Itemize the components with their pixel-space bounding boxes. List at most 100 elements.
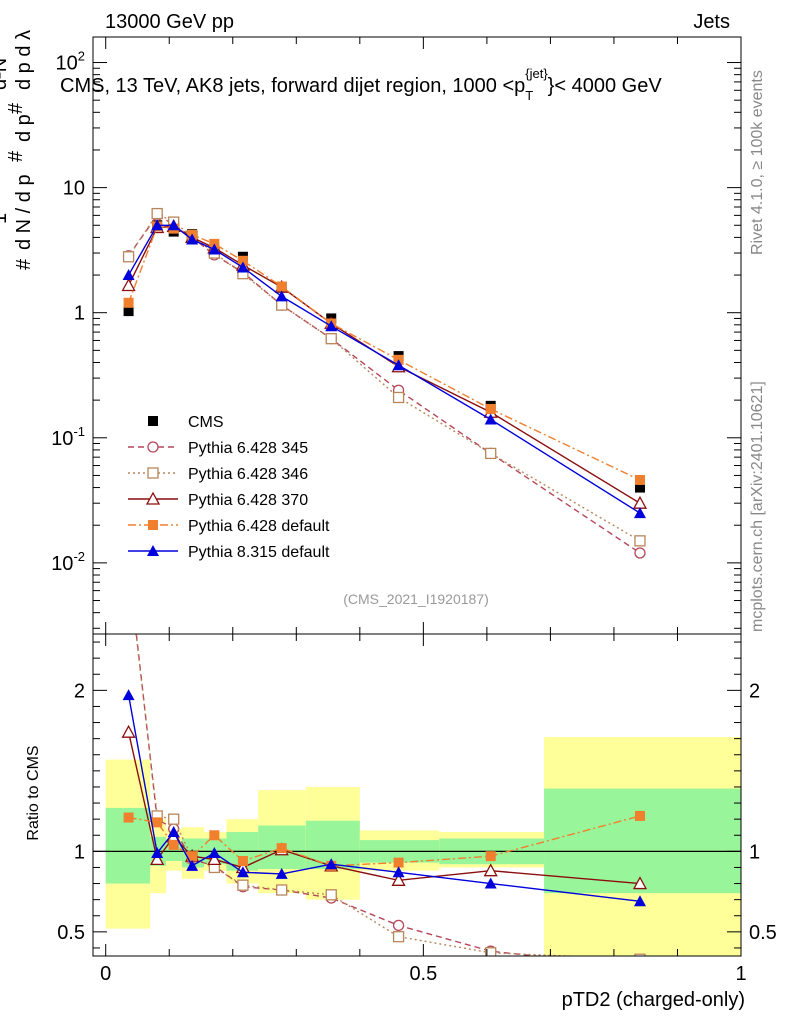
ratio-frame [92,633,742,957]
ratio-series-3-point [209,830,220,841]
ratio-series-1-point [124,565,134,575]
tick-exponent: -2 [73,549,85,564]
series-0-point [634,482,645,493]
ratio-series-1-point [485,947,497,956]
ylabel-frac-1: d N / d p [13,174,35,250]
tick-base: 10 [56,53,78,75]
main-y-tick-label: 1 [74,303,85,325]
ratio-series-3-point [634,810,645,821]
ratio-series-1-point [237,879,249,891]
series-5-point [122,269,135,281]
series-2-point [634,535,646,547]
ratio-series-4-point [275,867,288,879]
ratio-y-tick-label: 1 [74,841,85,863]
ratio-series-2-point [391,872,406,886]
series-4-point [123,297,134,308]
ratio-series-4-point [325,858,338,870]
ylabel-one: 1 [0,213,11,224]
main-y-tick-label: 10-1 [51,424,85,450]
header-energy-label: 13000 GeV pp [105,11,234,33]
main-y-tick-label: 10-2 [51,549,85,575]
tick-base: 10 [51,428,73,450]
series-5-point [151,219,164,231]
band-inner-bin [544,788,741,894]
ratio-series-4-point [633,895,646,907]
legend: CMS Pythia 6.428 345 Pythia 6.428 346 Pythi… [128,414,330,561]
legend-label: Pythia 6.428 345 [188,440,308,457]
x-tick-label: 1 [735,963,746,985]
ratio-series-2-point [632,876,648,890]
ratio-series-0-point [392,919,405,932]
ratio-series-4-point [236,866,249,878]
legend-label: Pythia 6.428 370 [188,492,308,509]
ratio-series-4-point [167,826,180,838]
header-process-label: Jets [693,11,730,33]
ratio-series-1-point [392,931,405,943]
ratio-series-4-point [484,877,497,889]
legend-label: Pythia 6.428 346 [188,466,308,483]
series-5-point [275,290,288,302]
legend-marker [147,467,159,479]
ratio-series-2-point [121,724,136,738]
ratio-series-2-point [150,852,165,866]
ratio-y-tick-label-right: 1 [749,841,760,863]
ratio-y-tick-label-right: 2 [749,680,760,702]
series-2-point [151,207,163,220]
series-2-point [325,333,337,345]
series-3-point [632,495,648,509]
ratio-series-3-point [393,857,404,868]
ratio-series-4-point [392,866,405,878]
ratio-series-3-point [168,839,179,850]
main-title-part2: }< 4000 GeV [548,75,663,97]
ratio-series-2-point [483,863,498,877]
series-5-point [167,219,180,231]
ratio-series-2-point [207,852,222,866]
ratio-series-1-point [168,813,180,825]
ratio-axes: 0.5 0.51 12 20 0.5 1 [57,634,777,985]
main-title: CMS, 13 TeV, AK8 jets, forward dijet reg… [60,66,662,103]
series-2-point [485,447,497,460]
ratio-series-4-point [122,689,135,701]
ratio-series-3-point [152,817,163,828]
legend-label: Pythia 6.428 default [188,518,330,535]
ratio-y-tick-label-right: 0.5 [749,922,777,944]
series-4-line [127,225,641,481]
series-5-point [392,359,405,371]
legend-marker [147,441,159,453]
ratio-series-0-point [635,962,645,972]
ratio-bands [93,737,741,956]
ratio-series-4-point [186,859,199,871]
main-y-axis-label: # d N / d p 1 # d p # d²N d p d λ [0,30,35,270]
ratio-series-3-point [187,851,198,862]
legend-marker [145,491,161,505]
legend-marker [147,545,159,556]
main-title-sub: T [525,88,533,103]
ylabel-den: d p d λ [13,30,35,90]
legend-label: CMS [188,414,224,431]
tick-base: 10 [51,553,73,575]
series-1-point [634,547,646,559]
main-series-layer [121,207,648,559]
x-axis-label: pTD2 (charged-only) [562,989,745,1011]
ratio-series-3-point [237,856,248,867]
series-5-point [325,320,338,332]
ratio-y-tick-label: 2 [74,680,85,702]
series-2-point [392,391,405,404]
ratio-series-layer [121,565,648,972]
series-3-point [121,278,136,292]
ratio-series-3-point [485,851,496,862]
ratio-series-4-point [208,846,221,858]
series-4-point [276,281,287,292]
ratio-series-1-point [634,953,646,956]
ylabel-hash-3: # [5,102,27,114]
main-y-tick-label: 10 [63,178,85,200]
x-tick-label: 0.5 [409,963,437,985]
ratio-y-axis-label: Ratio to CMS [25,745,42,840]
tick-exponent: -1 [73,424,85,439]
ratio-panel: 0.5 0.51 12 20 0.5 1 Ratio to CMS pTD2 (charg… [25,565,777,1011]
series-5-point [633,507,646,519]
series-4-point [237,255,248,266]
ratio-series-3-point [123,812,134,823]
